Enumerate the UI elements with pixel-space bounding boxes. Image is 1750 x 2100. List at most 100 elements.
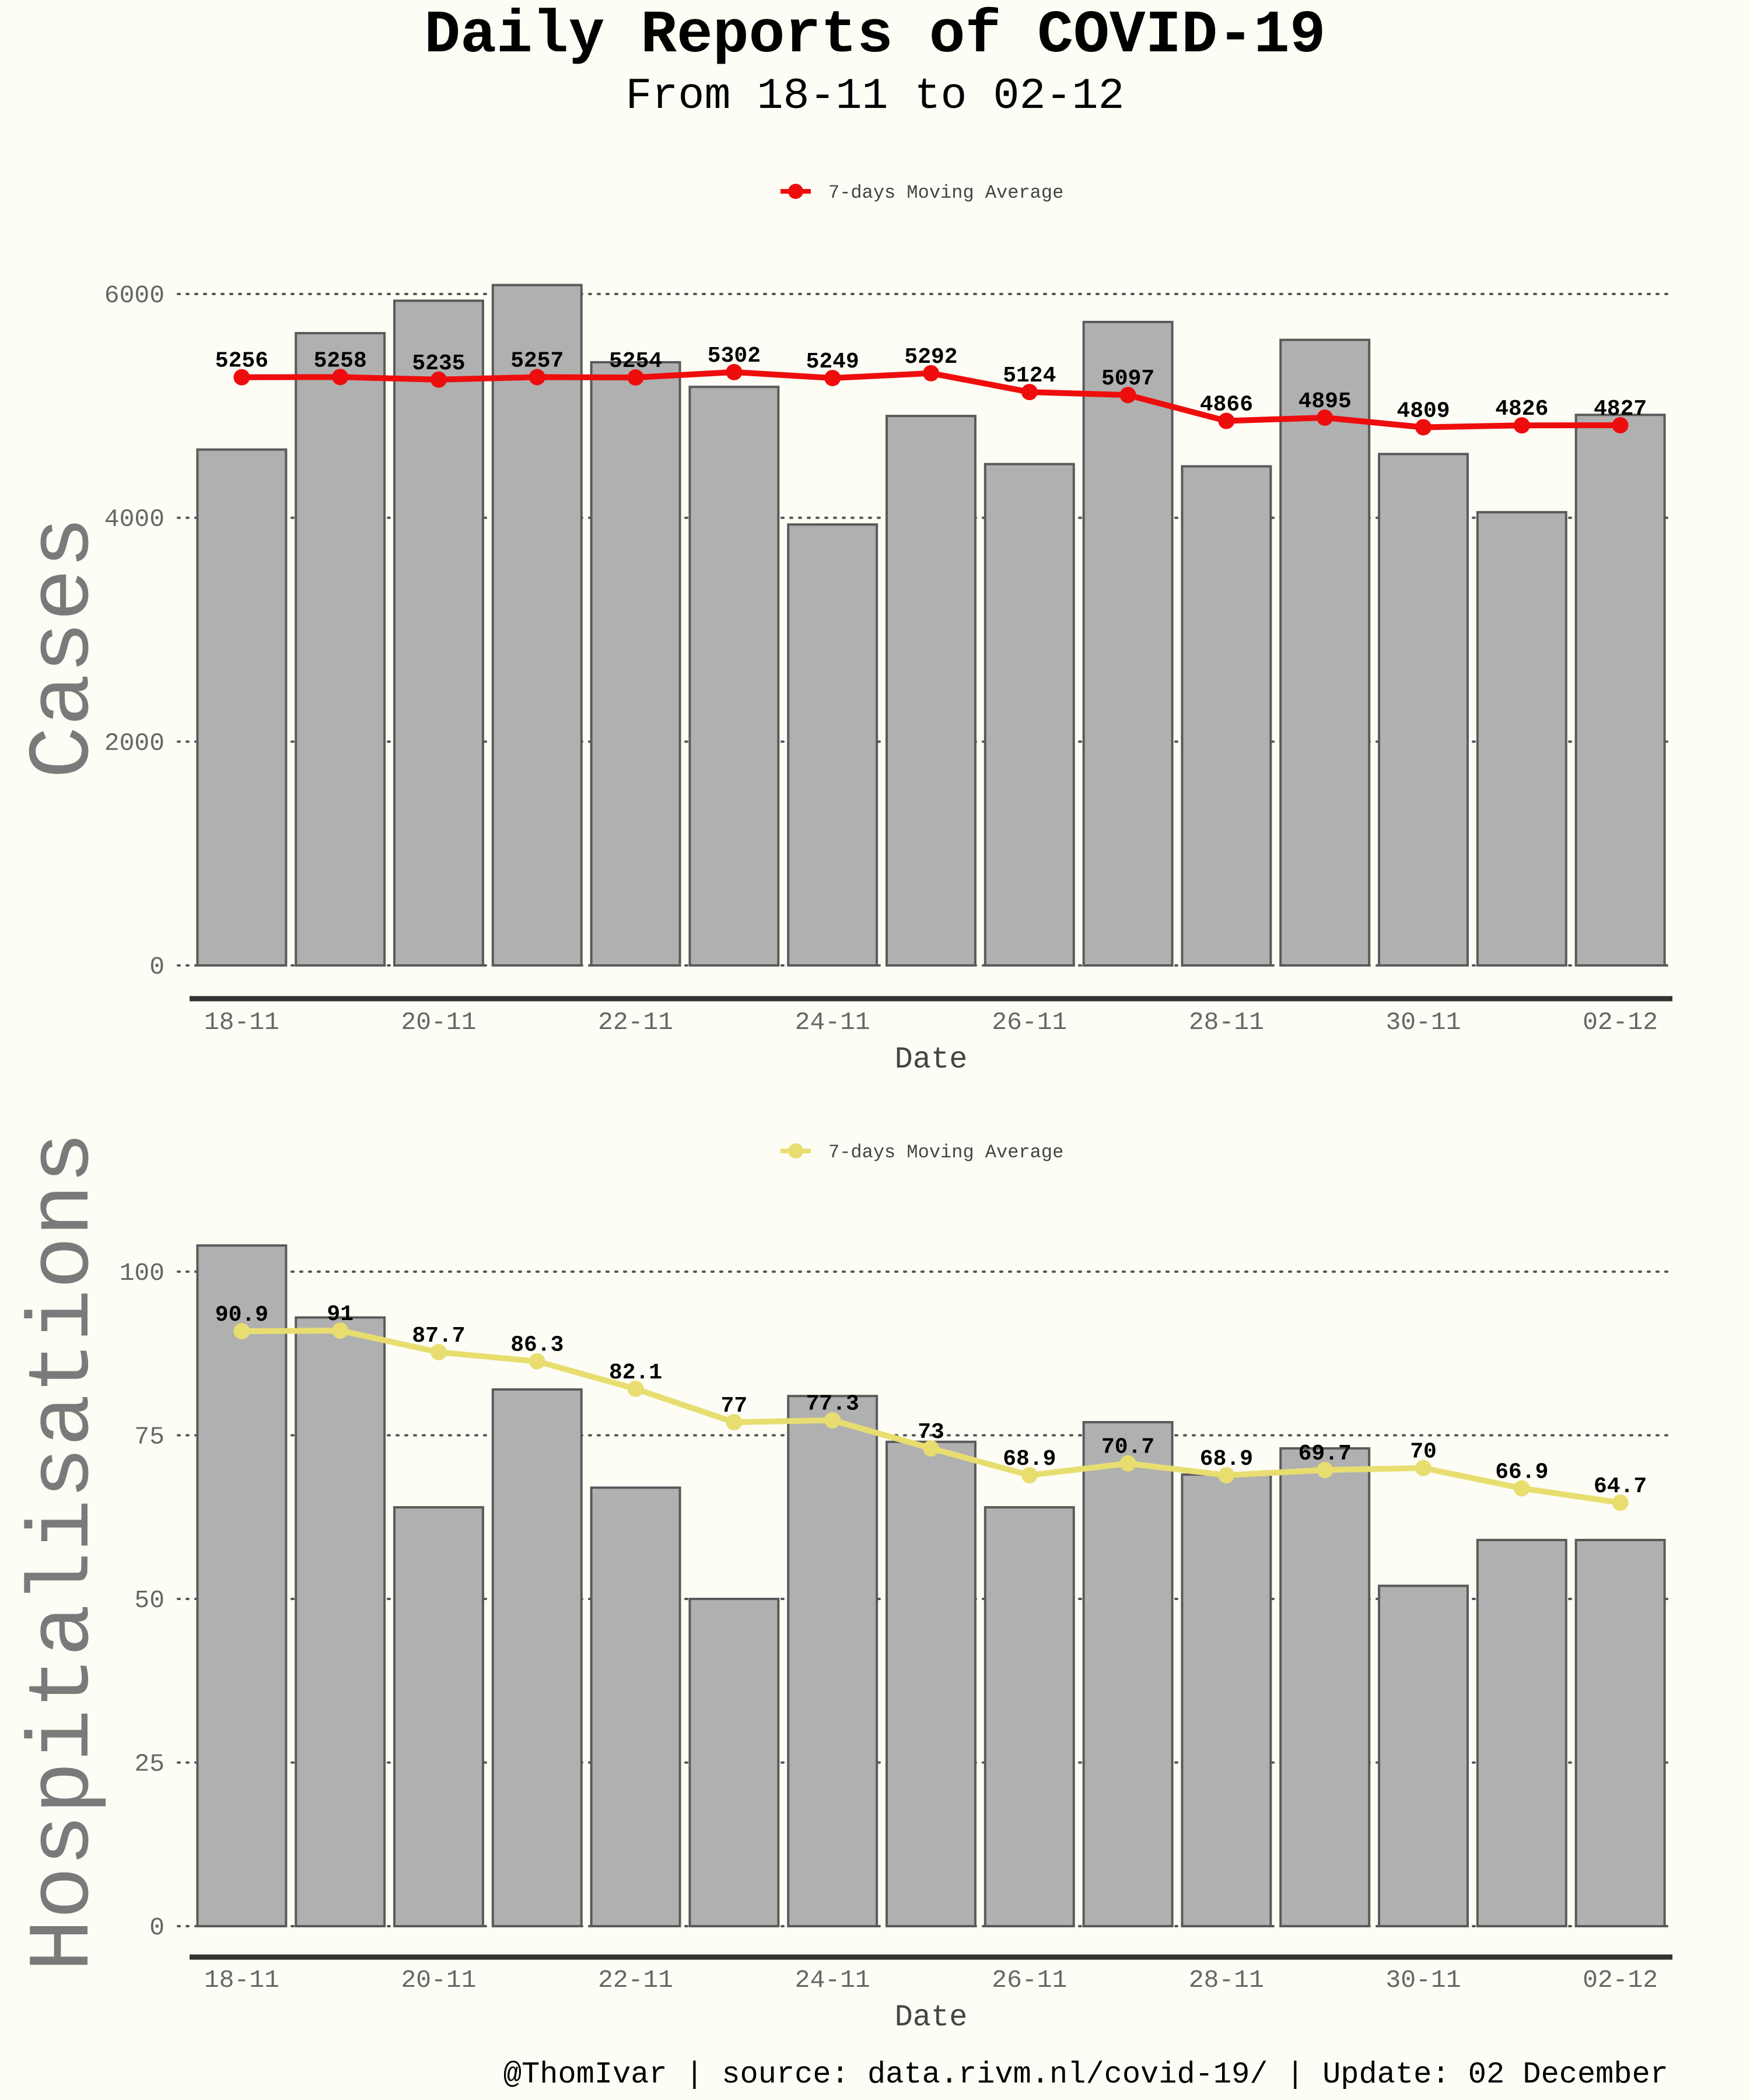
hosp-ytick-label: 25 (134, 1750, 164, 1779)
cases-moving-average-point (430, 371, 447, 388)
cases-bar (295, 332, 386, 967)
hosp-bar (688, 1598, 780, 1927)
cases-xtick-label: 18-11 (204, 1008, 279, 1037)
hosp-ytick-label: 75 (134, 1423, 164, 1451)
hosp-moving-average-point (1119, 1455, 1136, 1472)
cases-moving-average-point (824, 370, 841, 387)
hosp-moving-average-point (1218, 1466, 1235, 1483)
cases-x-axis-title: Date (895, 1042, 968, 1077)
hosp-bar (886, 1440, 977, 1927)
cases-data-label: 5124 (1003, 363, 1056, 388)
hosp-bar (295, 1316, 386, 1927)
cases-panel: 0 2000 4000 6000 5256 5258 5235 5257 5254 5302 524… (15, 182, 1672, 1077)
hosp-x-axis-title: Date (895, 2000, 968, 2035)
hosp-ytick-label: 0 (149, 1913, 164, 1942)
chart-panels: 0 2000 4000 6000 5256 5258 5235 5257 5254 5302 524… (15, 182, 1672, 2035)
cases-data-label: 5254 (609, 349, 662, 374)
hosp-data-label: 91 (327, 1302, 354, 1327)
cases-moving-average-point (1317, 409, 1334, 426)
cases-moving-average-point (923, 365, 939, 382)
hosp-bar (787, 1395, 878, 1927)
cases-bar (590, 361, 681, 967)
hosp-moving-average-point (1612, 1494, 1629, 1511)
cases-xtick-label: 22-11 (598, 1008, 673, 1037)
hosp-moving-average-point (1317, 1461, 1334, 1478)
hosp-moving-average-point (1513, 1480, 1530, 1497)
hosp-xtick-label: 02-12 (1583, 1966, 1658, 1994)
cases-data-label: 5302 (708, 344, 761, 369)
cases-bar (688, 386, 780, 967)
hosp-bar (491, 1388, 583, 1927)
cases-moving-average-point (1021, 384, 1038, 401)
cases-moving-average-point (332, 369, 349, 386)
hosp-bar (1574, 1539, 1666, 1927)
cases-data-label: 5235 (412, 351, 465, 376)
hosp-data-label: 86.3 (510, 1333, 564, 1358)
hosp-legend-label: 7-days Moving Average (828, 1142, 1063, 1163)
cases-xtick-label: 02-12 (1583, 1008, 1658, 1037)
hosp-data-label: 66.9 (1495, 1460, 1548, 1485)
hosp-data-label: 90.9 (215, 1303, 268, 1328)
cases-data-label: 5258 (314, 348, 367, 373)
cases-data-label: 4826 (1495, 397, 1548, 422)
cases-data-label: 5292 (904, 345, 957, 370)
hosp-moving-average-point (923, 1440, 939, 1457)
cases-moving-average-point (726, 363, 743, 380)
cases-moving-average-point (528, 369, 545, 386)
cases-ytick-label: 2000 (104, 729, 164, 757)
cases-xtick-label: 30-11 (1385, 1008, 1461, 1037)
hosp-moving-average-point (528, 1353, 545, 1370)
cases-data-label: 5257 (510, 349, 564, 374)
hosp-bar (984, 1506, 1075, 1927)
hosp-moving-average-point (430, 1344, 447, 1361)
cases-data-label: 5249 (806, 349, 859, 374)
hosp-bar (1082, 1421, 1174, 1928)
cases-xtick-label: 20-11 (401, 1008, 476, 1037)
cases-moving-average-point (1218, 412, 1235, 429)
hosp-ytick-label: 50 (134, 1586, 164, 1615)
hosp-y-axis-title: Hospitalisations (15, 1132, 114, 1972)
hosp-data-label: 68.9 (1003, 1447, 1056, 1472)
cases-bar (886, 415, 977, 967)
hosp-legend-point-swatch (788, 1143, 803, 1158)
hosp-data-label: 70 (1410, 1440, 1437, 1465)
cases-bar (491, 284, 583, 967)
hosp-bar (1181, 1473, 1272, 1928)
hosp-moving-average-point (1021, 1466, 1038, 1483)
chart-subtitle: From 18-11 to 02-12 (625, 72, 1124, 121)
hosp-data-label: 73 (918, 1420, 944, 1445)
cases-bar (1476, 511, 1567, 967)
cases-legend-label: 7-days Moving Average (828, 182, 1063, 204)
hosp-bar (1476, 1539, 1567, 1927)
hosp-moving-average-point (627, 1380, 644, 1397)
hosp-bar (196, 1244, 288, 1928)
cases-moving-average-point (1119, 387, 1136, 404)
cases-y-axis-title: Cases (15, 516, 114, 779)
cases-data-label: 5097 (1101, 366, 1154, 391)
cases-xtick-label: 28-11 (1189, 1008, 1264, 1037)
cases-ytick-label: 4000 (104, 505, 164, 534)
cases-ytick-label: 6000 (104, 281, 164, 310)
hosp-data-label: 87.7 (412, 1324, 465, 1349)
cases-bar (787, 523, 878, 967)
cases-bar (1181, 465, 1272, 967)
hosp-moving-average-point (332, 1322, 349, 1339)
hosp-moving-average-point (824, 1412, 841, 1429)
hosp-xtick-label: 26-11 (992, 1966, 1067, 1994)
hosp-bar (590, 1486, 681, 1927)
chart-title: Daily Reports of COVID-19 (424, 1, 1325, 69)
hosp-xtick-label: 24-11 (795, 1966, 870, 1994)
cases-bar (1574, 414, 1666, 967)
hosp-bar (393, 1506, 484, 1927)
cases-bar (1378, 453, 1469, 967)
cases-ytick-label: 0 (149, 953, 164, 981)
hosp-data-label: 77.3 (806, 1392, 859, 1417)
cases-xtick-label: 26-11 (992, 1008, 1067, 1037)
hosp-moving-average-point (233, 1323, 250, 1340)
hosp-xtick-label: 30-11 (1385, 1966, 1461, 1994)
cases-legend-point-swatch (788, 184, 803, 199)
hosp-bar (1279, 1447, 1371, 1927)
hosp-data-label: 70.7 (1101, 1435, 1154, 1460)
hosp-ytick-label: 100 (120, 1259, 164, 1287)
